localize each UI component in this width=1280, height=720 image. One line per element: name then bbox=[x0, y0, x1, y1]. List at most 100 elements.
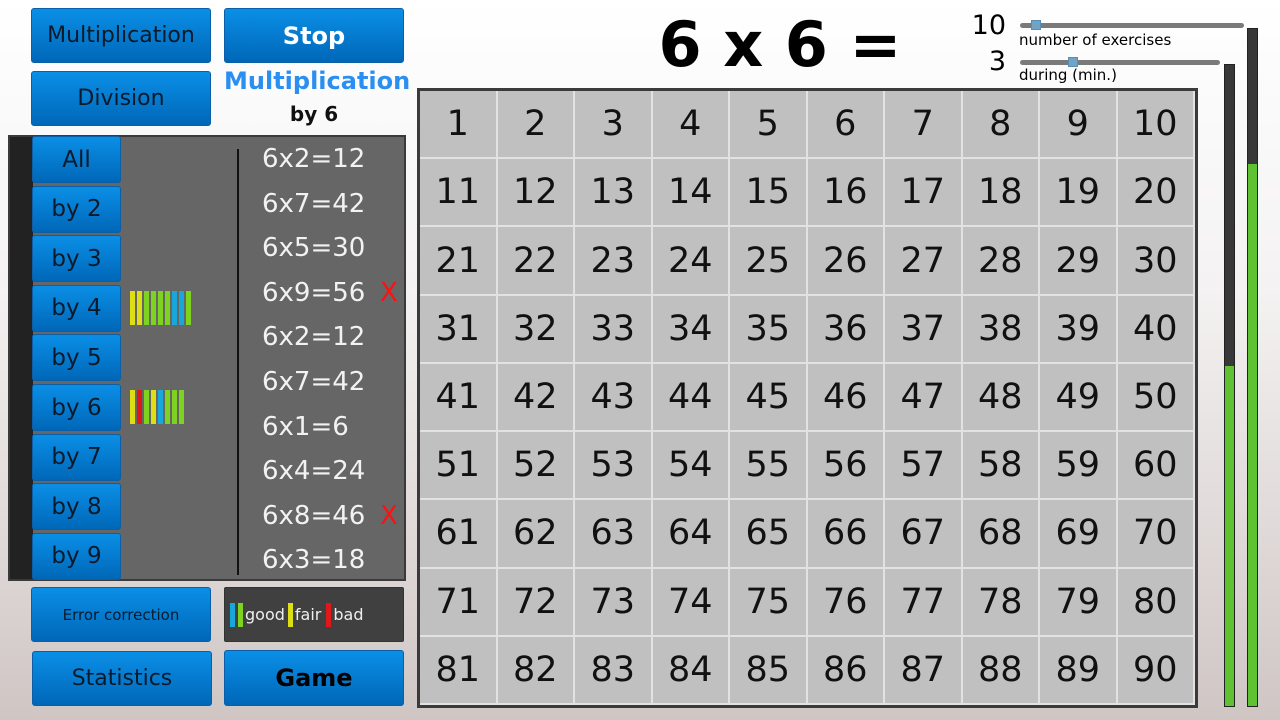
grid-cell[interactable]: 22 bbox=[497, 227, 575, 296]
grid-cell[interactable]: 74 bbox=[652, 568, 730, 637]
grid-cell[interactable]: 82 bbox=[497, 636, 575, 705]
grid-cell[interactable]: 85 bbox=[730, 636, 808, 705]
grid-cell[interactable]: 37 bbox=[885, 295, 963, 364]
grid-cell[interactable]: 55 bbox=[730, 432, 808, 501]
grid-cell[interactable]: 41 bbox=[420, 363, 498, 433]
stop-button[interactable]: Stop bbox=[224, 8, 404, 63]
grid-cell[interactable]: 14 bbox=[652, 159, 730, 228]
table-button[interactable]: by 3 bbox=[32, 235, 121, 283]
grid-cell[interactable]: 52 bbox=[497, 432, 575, 501]
division-button[interactable]: Division bbox=[31, 71, 211, 126]
grid-cell[interactable]: 23 bbox=[575, 227, 653, 296]
grid-cell[interactable]: 40 bbox=[1117, 295, 1195, 364]
duration-slider[interactable] bbox=[1020, 57, 1220, 67]
grid-cell[interactable]: 71 bbox=[420, 568, 498, 637]
grid-cell[interactable]: 78 bbox=[962, 568, 1040, 637]
grid-cell[interactable]: 67 bbox=[885, 500, 963, 569]
grid-cell[interactable]: 59 bbox=[1040, 432, 1118, 501]
grid-cell[interactable]: 90 bbox=[1117, 636, 1195, 705]
grid-cell[interactable]: 39 bbox=[1040, 295, 1118, 364]
table-button[interactable]: by 5 bbox=[32, 334, 121, 382]
grid-cell[interactable]: 6 bbox=[807, 91, 885, 160]
grid-cell[interactable]: 34 bbox=[652, 295, 730, 364]
grid-cell[interactable]: 32 bbox=[497, 295, 575, 364]
grid-cell[interactable]: 18 bbox=[962, 159, 1040, 228]
grid-cell[interactable]: 20 bbox=[1117, 159, 1195, 228]
grid-cell[interactable]: 36 bbox=[807, 295, 885, 364]
grid-cell[interactable]: 54 bbox=[652, 432, 730, 501]
grid-cell[interactable]: 26 bbox=[807, 227, 885, 296]
grid-cell[interactable]: 57 bbox=[885, 432, 963, 501]
grid-cell[interactable]: 79 bbox=[1040, 568, 1118, 637]
grid-cell[interactable]: 49 bbox=[1040, 363, 1118, 433]
grid-cell[interactable]: 5 bbox=[730, 91, 808, 160]
grid-cell[interactable]: 63 bbox=[575, 500, 653, 569]
table-button[interactable]: by 9 bbox=[32, 532, 121, 580]
grid-cell[interactable]: 89 bbox=[1040, 636, 1118, 705]
error-correction-button[interactable]: Error correction bbox=[31, 587, 211, 642]
grid-cell[interactable]: 24 bbox=[652, 227, 730, 296]
grid-cell[interactable]: 17 bbox=[885, 159, 963, 228]
grid-cell[interactable]: 19 bbox=[1040, 159, 1118, 228]
grid-cell[interactable]: 2 bbox=[497, 91, 575, 160]
grid-cell[interactable]: 46 bbox=[807, 363, 885, 433]
grid-cell[interactable]: 47 bbox=[885, 363, 963, 433]
grid-cell[interactable]: 83 bbox=[575, 636, 653, 705]
grid-cell[interactable]: 88 bbox=[962, 636, 1040, 705]
grid-cell[interactable]: 28 bbox=[962, 227, 1040, 296]
grid-cell[interactable]: 1 bbox=[420, 91, 498, 160]
grid-cell[interactable]: 15 bbox=[730, 159, 808, 228]
grid-cell[interactable]: 53 bbox=[575, 432, 653, 501]
grid-cell[interactable]: 48 bbox=[962, 363, 1040, 433]
grid-cell[interactable]: 12 bbox=[497, 159, 575, 228]
grid-cell[interactable]: 7 bbox=[885, 91, 963, 160]
duration-slider-thumb[interactable] bbox=[1067, 57, 1078, 67]
grid-cell[interactable]: 66 bbox=[807, 500, 885, 569]
grid-cell[interactable]: 56 bbox=[807, 432, 885, 501]
statistics-button[interactable]: Statistics bbox=[32, 651, 212, 706]
grid-cell[interactable]: 73 bbox=[575, 568, 653, 637]
grid-cell[interactable]: 84 bbox=[652, 636, 730, 705]
grid-cell[interactable]: 8 bbox=[962, 91, 1040, 160]
grid-cell[interactable]: 10 bbox=[1117, 91, 1195, 160]
grid-cell[interactable]: 21 bbox=[420, 227, 498, 296]
grid-cell[interactable]: 65 bbox=[730, 500, 808, 569]
grid-cell[interactable]: 29 bbox=[1040, 227, 1118, 296]
grid-cell[interactable]: 61 bbox=[420, 500, 498, 569]
grid-cell[interactable]: 25 bbox=[730, 227, 808, 296]
grid-cell[interactable]: 87 bbox=[885, 636, 963, 705]
table-button[interactable]: by 6 bbox=[32, 384, 121, 431]
grid-cell[interactable]: 68 bbox=[962, 500, 1040, 569]
grid-cell[interactable]: 42 bbox=[497, 363, 575, 433]
grid-cell[interactable]: 80 bbox=[1117, 568, 1195, 637]
grid-cell[interactable]: 58 bbox=[962, 432, 1040, 501]
grid-cell[interactable]: 35 bbox=[730, 295, 808, 364]
grid-cell[interactable]: 38 bbox=[962, 295, 1040, 364]
grid-cell[interactable]: 4 bbox=[652, 91, 730, 160]
grid-cell[interactable]: 33 bbox=[575, 295, 653, 364]
grid-cell[interactable]: 77 bbox=[885, 568, 963, 637]
grid-cell[interactable]: 30 bbox=[1117, 227, 1195, 296]
table-button[interactable]: by 7 bbox=[32, 433, 121, 481]
game-button[interactable]: Game bbox=[224, 650, 404, 706]
multiplication-button[interactable]: Multiplication bbox=[31, 8, 211, 63]
grid-cell[interactable]: 51 bbox=[420, 432, 498, 501]
grid-cell[interactable]: 9 bbox=[1040, 91, 1118, 160]
grid-cell[interactable]: 16 bbox=[807, 159, 885, 228]
grid-cell[interactable]: 62 bbox=[497, 500, 575, 569]
table-button[interactable]: All bbox=[32, 136, 121, 183]
grid-cell[interactable]: 75 bbox=[730, 568, 808, 637]
exercises-slider-thumb[interactable] bbox=[1030, 20, 1041, 30]
grid-cell[interactable]: 45 bbox=[730, 363, 808, 433]
grid-cell[interactable]: 86 bbox=[807, 636, 885, 705]
table-button[interactable]: by 4 bbox=[32, 284, 121, 332]
grid-cell[interactable]: 3 bbox=[575, 91, 653, 160]
grid-cell[interactable]: 44 bbox=[652, 363, 730, 433]
grid-cell[interactable]: 64 bbox=[652, 500, 730, 569]
grid-cell[interactable]: 50 bbox=[1117, 363, 1195, 433]
grid-cell[interactable]: 69 bbox=[1040, 500, 1118, 569]
table-button[interactable]: by 2 bbox=[32, 185, 121, 233]
grid-cell[interactable]: 72 bbox=[497, 568, 575, 637]
grid-cell[interactable]: 11 bbox=[420, 159, 498, 228]
grid-cell[interactable]: 81 bbox=[420, 636, 498, 705]
